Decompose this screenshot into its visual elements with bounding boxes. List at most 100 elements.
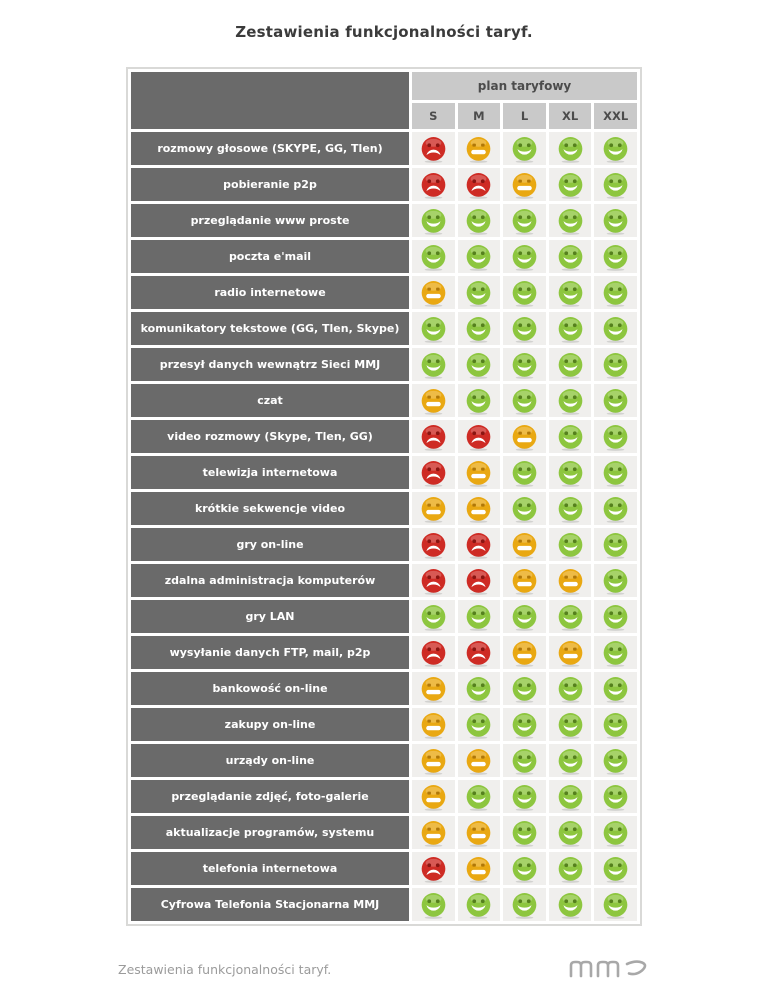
rating-cell-xxl: [594, 420, 637, 453]
table-row: wysyłanie danych FTP, mail, p2p: [131, 636, 637, 669]
rating-cell-l: [503, 780, 546, 813]
rating-cell-xl: [548, 348, 592, 381]
rating-cell-xxl: [594, 672, 637, 705]
smiley-happy-icon: [512, 316, 537, 343]
mmj-logo-icon: [569, 960, 647, 978]
smiley-happy-icon: [603, 892, 628, 919]
smiley-happy-icon: [603, 352, 628, 379]
rating-cell-s: [412, 672, 455, 705]
smiley-happy-icon: [558, 460, 582, 487]
smiley-happy-icon: [558, 208, 582, 235]
smiley-happy-icon: [558, 748, 582, 775]
footer-text: Zestawienia funkcjonalności taryf.: [118, 961, 332, 977]
table-row: telewizja internetowa: [131, 456, 637, 489]
table-row: gry on-line: [131, 528, 637, 561]
smiley-happy-icon: [421, 892, 446, 919]
feature-label: radio internetowe: [131, 276, 409, 309]
smiley-happy-icon: [558, 316, 582, 343]
rating-cell-s: [412, 600, 455, 633]
rating-cell-l: [503, 276, 546, 309]
smiley-neutral-icon: [512, 640, 537, 667]
feature-label: rozmowy głosowe (SKYPE, GG, Tlen): [131, 132, 409, 165]
rating-cell-m: [457, 852, 501, 885]
feature-label: aktualizacje programów, systemu: [131, 816, 409, 849]
rating-cell-l: [503, 816, 546, 849]
smiley-happy-icon: [603, 496, 628, 523]
page-title: Zestawienia funkcjonalności taryf.: [235, 23, 533, 41]
rating-cell-l: [503, 600, 546, 633]
rating-cell-s: [412, 708, 455, 741]
table-row: przeglądanie zdjęć, foto-galerie: [131, 780, 637, 813]
table-row: aktualizacje programów, systemu: [131, 816, 637, 849]
smiley-happy-icon: [558, 424, 582, 451]
rating-cell-m: [457, 420, 501, 453]
smiley-happy-icon: [467, 712, 491, 739]
smiley-happy-icon: [558, 892, 582, 919]
column-header-row: S M L XL XXL: [131, 103, 637, 129]
rating-cell-m: [457, 600, 501, 633]
rating-cell-xxl: [594, 204, 637, 237]
smiley-happy-icon: [512, 784, 537, 811]
smiley-sad-icon: [467, 640, 491, 667]
smiley-neutral-icon: [467, 496, 491, 523]
feature-label: Cyfrowa Telefonia Stacjonarna MMJ: [131, 888, 409, 921]
page-footer: Zestawienia funkcjonalności taryf.: [118, 958, 650, 980]
table-row: radio internetowe: [131, 276, 637, 309]
smiley-neutral-icon: [421, 676, 446, 703]
table-row: pobieranie p2p: [131, 168, 637, 201]
smiley-happy-icon: [512, 280, 537, 307]
rating-cell-xxl: [594, 744, 637, 777]
table-row: bankowość on-line: [131, 672, 637, 705]
smiley-happy-icon: [603, 820, 628, 847]
feature-label: przeglądanie zdjęć, foto-galerie: [131, 780, 409, 813]
table-row: poczta e'mail: [131, 240, 637, 273]
smiley-happy-icon: [603, 784, 628, 811]
table-row: video rozmowy (Skype, Tlen, GG): [131, 420, 637, 453]
smiley-happy-icon: [558, 496, 582, 523]
smiley-neutral-icon: [512, 172, 537, 199]
rating-cell-m: [457, 348, 501, 381]
column-header-l: L: [503, 103, 546, 129]
rating-cell-s: [412, 636, 455, 669]
smiley-happy-icon: [512, 136, 537, 163]
rating-cell-s: [412, 744, 455, 777]
smiley-happy-icon: [603, 424, 628, 451]
feature-label: gry LAN: [131, 600, 409, 633]
rating-cell-m: [457, 492, 501, 525]
rating-cell-xl: [548, 204, 592, 237]
rating-cell-m: [457, 888, 501, 921]
smiley-happy-icon: [421, 316, 446, 343]
smiley-sad-icon: [421, 568, 446, 595]
rating-cell-xl: [548, 780, 592, 813]
smiley-neutral-icon: [467, 460, 491, 487]
smiley-happy-icon: [512, 460, 537, 487]
smiley-happy-icon: [603, 136, 628, 163]
table-row: zakupy on-line: [131, 708, 637, 741]
rating-cell-xxl: [594, 708, 637, 741]
smiley-neutral-icon: [467, 748, 491, 775]
rating-cell-s: [412, 816, 455, 849]
rating-cell-xxl: [594, 348, 637, 381]
rating-cell-xxl: [594, 456, 637, 489]
rating-cell-xxl: [594, 888, 637, 921]
rating-cell-m: [457, 312, 501, 345]
rating-cell-xxl: [594, 312, 637, 345]
rating-cell-s: [412, 384, 455, 417]
rating-cell-xl: [548, 132, 592, 165]
rating-cell-l: [503, 312, 546, 345]
smiley-sad-icon: [467, 172, 491, 199]
rating-cell-l: [503, 708, 546, 741]
rating-cell-xxl: [594, 816, 637, 849]
smiley-happy-icon: [603, 208, 628, 235]
rating-cell-s: [412, 888, 455, 921]
rating-cell-xl: [548, 384, 592, 417]
rating-cell-xxl: [594, 240, 637, 273]
rating-cell-m: [457, 528, 501, 561]
rating-cell-s: [412, 312, 455, 345]
smiley-happy-icon: [558, 784, 582, 811]
rating-cell-m: [457, 708, 501, 741]
rating-cell-l: [503, 888, 546, 921]
smiley-happy-icon: [558, 280, 582, 307]
rating-cell-xl: [548, 420, 592, 453]
smiley-happy-icon: [558, 244, 582, 271]
